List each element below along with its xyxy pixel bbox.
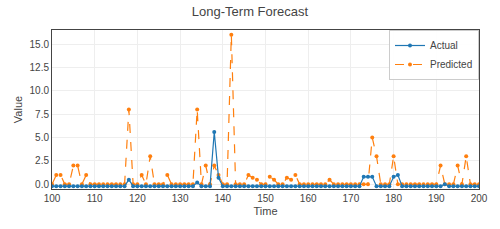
- svg-text:2.5: 2.5: [35, 155, 49, 166]
- svg-text:180: 180: [385, 193, 402, 204]
- svg-text:0.0: 0.0: [35, 179, 49, 190]
- svg-text:Predicted: Predicted: [430, 59, 472, 70]
- svg-text:Time: Time: [253, 205, 277, 217]
- svg-text:190: 190: [428, 193, 445, 204]
- svg-text:15.0: 15.0: [30, 39, 50, 50]
- svg-text:5.0: 5.0: [35, 132, 49, 143]
- svg-text:200: 200: [471, 193, 488, 204]
- svg-text:12.5: 12.5: [30, 62, 50, 73]
- svg-text:110: 110: [87, 193, 103, 204]
- svg-text:130: 130: [172, 193, 189, 204]
- svg-text:Actual: Actual: [430, 40, 458, 51]
- svg-text:150: 150: [257, 193, 274, 204]
- svg-text:Value: Value: [12, 96, 24, 123]
- svg-text:170: 170: [343, 193, 360, 204]
- svg-text:7.5: 7.5: [35, 109, 49, 120]
- svg-text:10.0: 10.0: [30, 85, 50, 96]
- svg-text:140: 140: [214, 193, 231, 204]
- svg-text:100: 100: [44, 193, 61, 204]
- svg-text:120: 120: [129, 193, 146, 204]
- svg-text:160: 160: [300, 193, 317, 204]
- svg-text:Long-Term Forecast: Long-Term Forecast: [192, 4, 309, 19]
